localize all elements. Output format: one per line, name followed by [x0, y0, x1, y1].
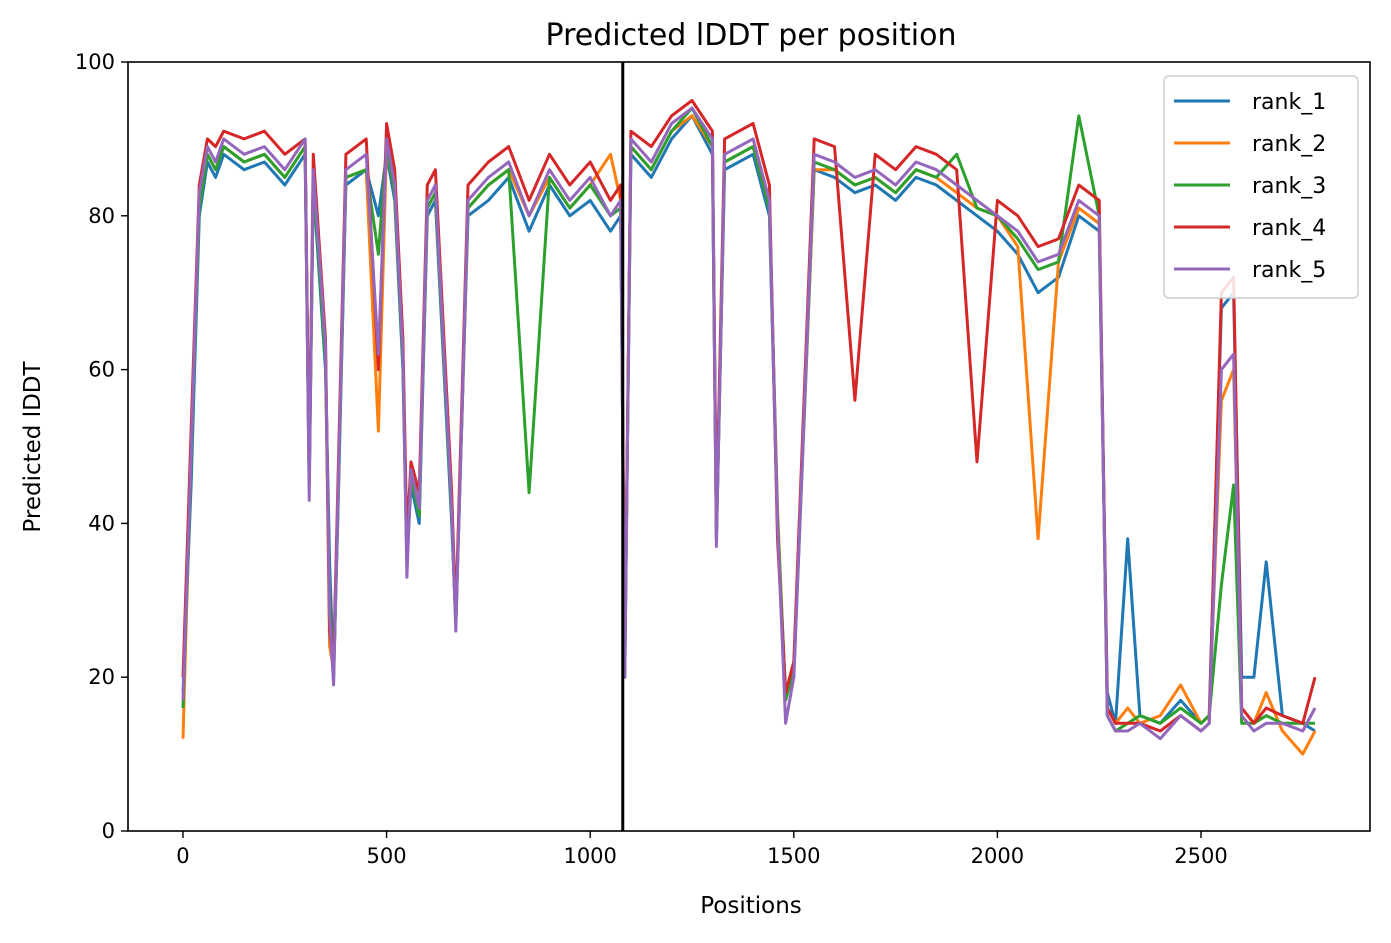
y-tick-label: 100	[75, 50, 115, 74]
y-tick-label: 20	[88, 665, 115, 689]
series-line-rank_3	[181, 106, 1315, 733]
legend-box	[1163, 75, 1359, 299]
x-tick-label: 1000	[563, 844, 616, 868]
y-tick-label: 0	[102, 819, 115, 843]
series-line-rank_4	[181, 99, 1317, 733]
series-line-rank_5	[181, 106, 1317, 741]
x-tick-label: 0	[176, 844, 189, 868]
x-tick-label: 1500	[767, 844, 820, 868]
legend-label-rank_1: rank_1	[1252, 90, 1326, 115]
legend-label-rank_4: rank_4	[1252, 216, 1326, 241]
axes-frame	[127, 61, 1371, 832]
chart-title: Predicted lDDT per position	[546, 18, 957, 53]
series-line-rank_1	[181, 114, 1316, 733]
y-tick-label: 80	[88, 204, 115, 228]
plot-area: 0 500 1000 1500 2000 2500020406080100rank_1ra…	[75, 50, 1371, 868]
x-tick-label: 500	[367, 844, 407, 868]
legend-label-rank_3: rank_3	[1252, 174, 1326, 199]
series-line-rank_2	[181, 114, 1317, 756]
x-axis-label: Positions	[700, 893, 802, 919]
y-tick-label: 60	[88, 358, 115, 382]
x-tick-label: 2000	[971, 844, 1024, 868]
legend-label-rank_2: rank_2	[1252, 132, 1326, 157]
y-tick-label: 40	[88, 511, 115, 535]
legend: rank_1 rank_2 rank_3 rank_4 rank_5	[1163, 75, 1359, 299]
y-axis-label: Predicted lDDT	[20, 360, 46, 532]
x-tick-label: 2500	[1174, 844, 1227, 868]
legend-label-rank_5: rank_5	[1252, 258, 1326, 283]
